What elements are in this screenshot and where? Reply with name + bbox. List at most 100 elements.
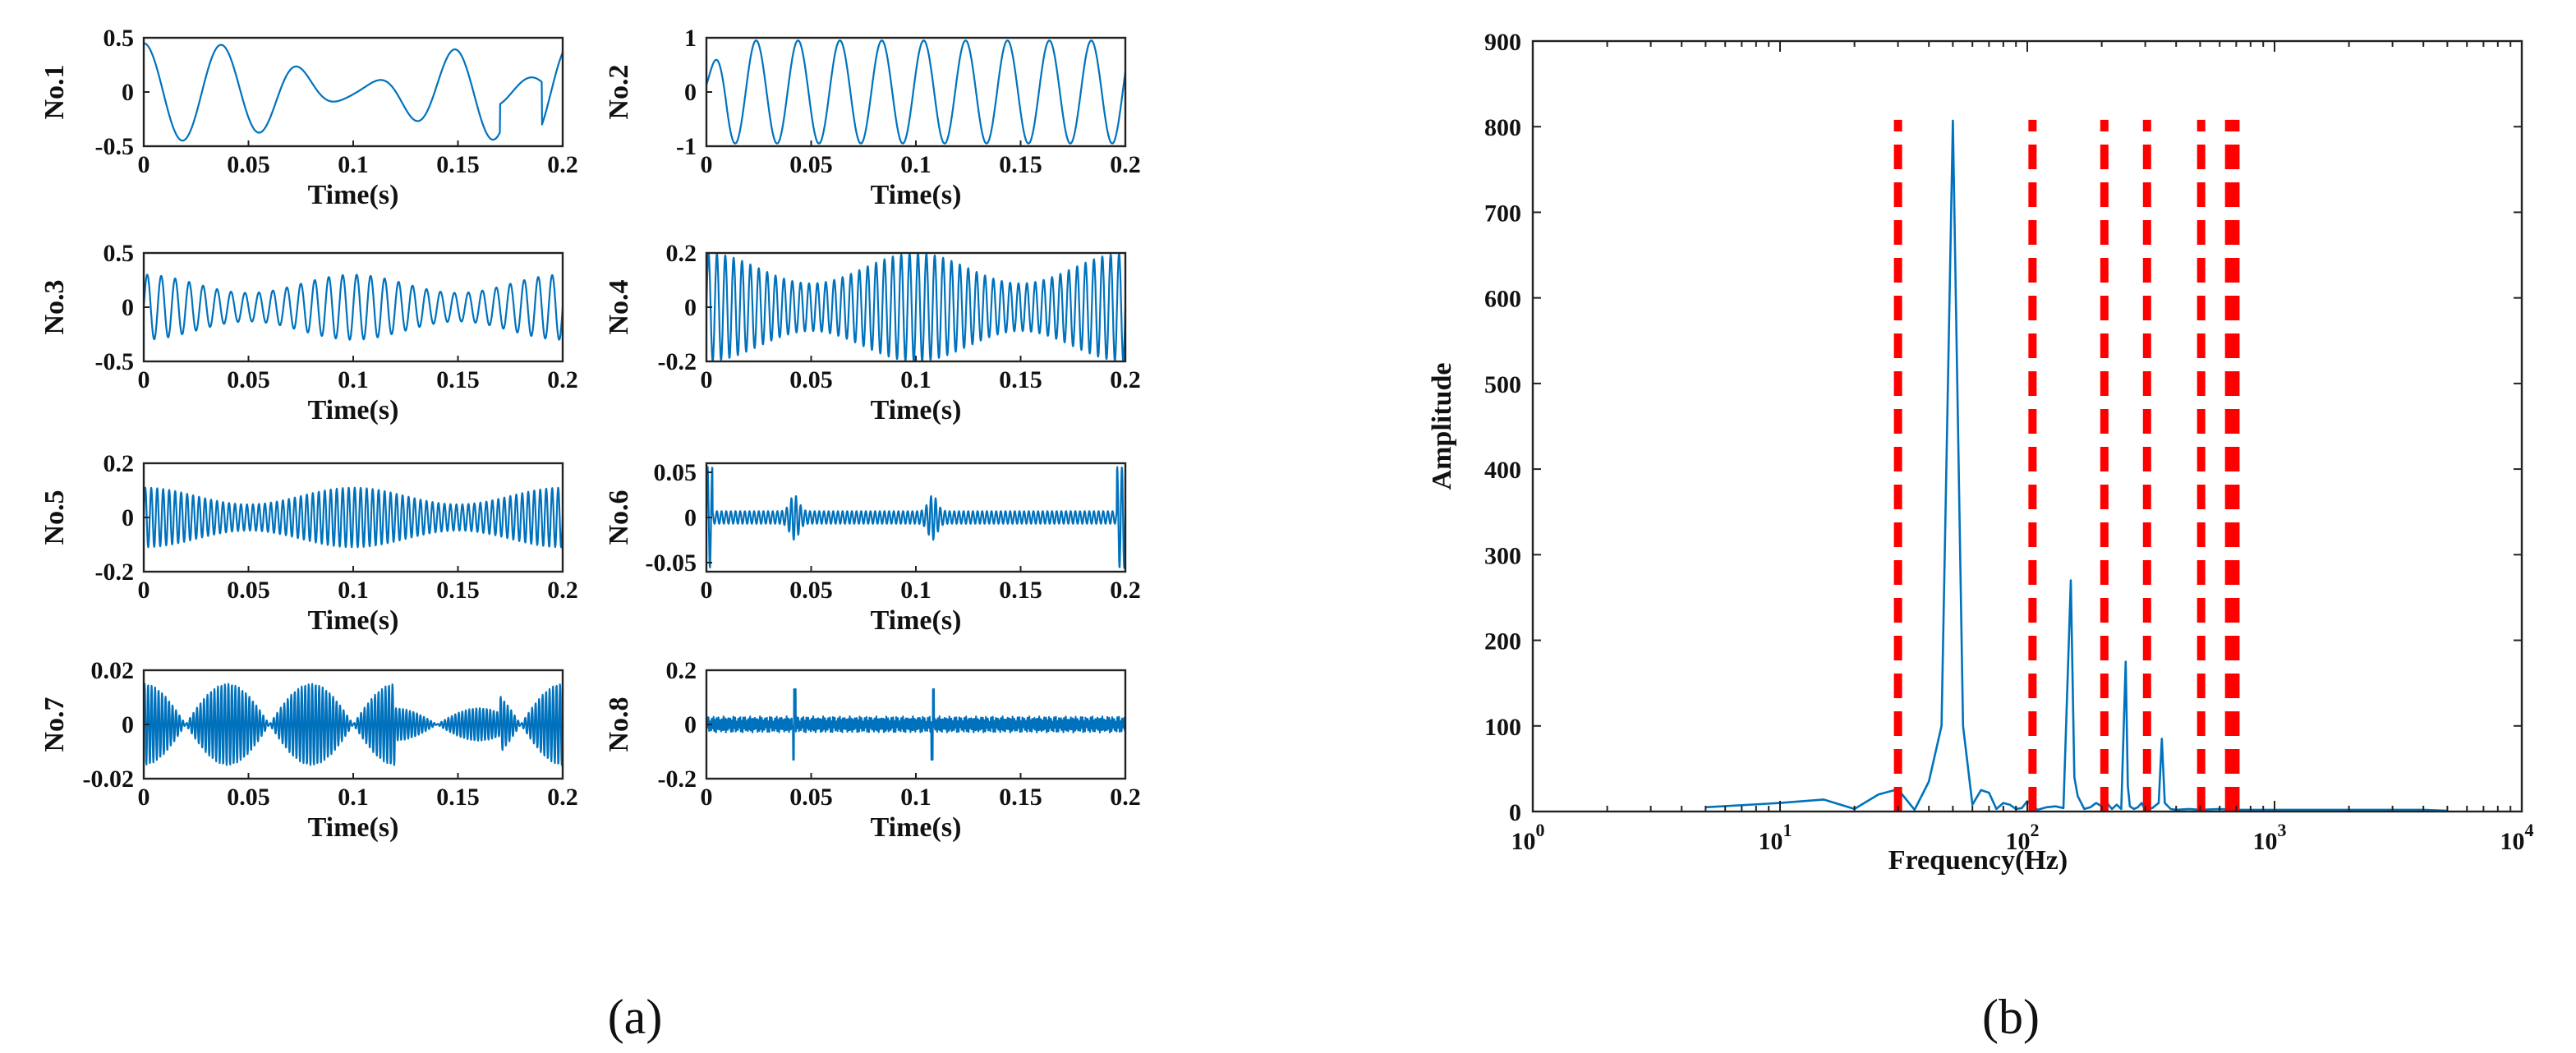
y-tick-label: 0 xyxy=(122,504,134,531)
x-tick-label: 0 xyxy=(138,151,150,178)
x-tick-label: 0.1 xyxy=(900,784,932,811)
panel-label-b: (b) xyxy=(1982,990,2040,1044)
y-axis-label: No.2 xyxy=(604,64,634,119)
x-tick-label: 0.05 xyxy=(227,151,270,178)
y-tick-label: 0.5 xyxy=(104,240,135,267)
x-tick-label: 0.15 xyxy=(999,577,1042,604)
x-tick-label: 0 xyxy=(701,784,713,811)
panel-label-a: (a) xyxy=(608,990,663,1044)
x-axis-label: Time(s) xyxy=(871,605,962,636)
x-tick-label: 0.2 xyxy=(1110,577,1141,604)
x-tick-label: 0.1 xyxy=(338,151,369,178)
x-tick-label: 0.05 xyxy=(789,577,833,604)
y-tick-label: 0.2 xyxy=(666,657,697,684)
y-tick-label: -0.05 xyxy=(646,549,697,577)
y-tick-label: 0.05 xyxy=(654,459,697,486)
y-tick-label: 500 xyxy=(1484,371,1521,398)
x-tick-label: 104 xyxy=(2500,820,2534,855)
x-axis-label: Time(s) xyxy=(308,812,399,843)
y-tick-label: 0 xyxy=(684,294,697,321)
signal-line-1 xyxy=(143,42,564,142)
y-axis-label: Amplitude xyxy=(1427,363,1457,490)
x-tick-label: 0 xyxy=(138,784,150,811)
x-tick-label: 0.15 xyxy=(436,577,480,604)
y-tick-label: 0 xyxy=(122,294,134,321)
y-tick-label: 0 xyxy=(684,711,697,738)
x-tick-label: 0.2 xyxy=(547,151,578,178)
y-tick-label: 0 xyxy=(684,504,697,531)
x-tick-label: 0.2 xyxy=(1110,784,1141,811)
x-tick-label: 0.2 xyxy=(1110,366,1141,393)
x-axis-label: Time(s) xyxy=(308,180,399,210)
x-tick-label: 0.15 xyxy=(436,151,480,178)
y-axis-label: No.7 xyxy=(39,697,70,752)
spectrum-line xyxy=(1705,119,2448,812)
signal-line-3 xyxy=(142,274,564,341)
y-tick-label: 800 xyxy=(1484,114,1521,141)
x-tick-label: 0.15 xyxy=(436,784,480,811)
x-tick-label: 0.1 xyxy=(338,784,369,811)
signal-line-8 xyxy=(705,688,1127,761)
x-tick-label: 0.2 xyxy=(547,784,578,811)
y-tick-label: -0.2 xyxy=(658,348,697,375)
x-tick-label: 0.05 xyxy=(227,366,270,393)
y-tick-label: -0.5 xyxy=(95,133,135,160)
y-tick-label: 900 xyxy=(1484,29,1521,56)
x-tick-label: 0.2 xyxy=(547,366,578,393)
x-tick-label: 0.05 xyxy=(789,366,833,393)
x-tick-label: 0 xyxy=(701,151,713,178)
x-tick-label: 0.1 xyxy=(338,577,369,604)
x-tick-label: 0.05 xyxy=(789,151,833,178)
y-tick-label: 0.02 xyxy=(91,657,135,684)
x-tick-label: 0 xyxy=(701,366,713,393)
y-axis-label: No.3 xyxy=(39,279,70,334)
x-tick-label: 0.15 xyxy=(436,366,480,393)
x-tick-label: 0.05 xyxy=(227,577,270,604)
y-tick-label: 300 xyxy=(1484,542,1521,569)
x-tick-label: 0.2 xyxy=(547,577,578,604)
x-axis-label: Time(s) xyxy=(871,812,962,843)
x-tick-label: 0 xyxy=(138,366,150,393)
y-tick-label: 600 xyxy=(1484,286,1521,313)
y-axis-label: No.6 xyxy=(604,490,634,545)
x-tick-label: 0.2 xyxy=(1110,151,1141,178)
y-tick-label: 200 xyxy=(1484,628,1521,655)
x-tick-label: 0.1 xyxy=(900,577,932,604)
x-tick-label: 101 xyxy=(1759,820,1792,855)
y-tick-label: -0.2 xyxy=(95,559,135,586)
y-tick-label: 0 xyxy=(684,79,697,106)
x-tick-label: 0.15 xyxy=(999,366,1042,393)
signal-line-2 xyxy=(705,39,1127,145)
y-tick-label: 0 xyxy=(1509,799,1521,826)
x-tick-label: 0.1 xyxy=(900,366,932,393)
y-tick-label: -0.02 xyxy=(83,766,135,793)
x-tick-label: 0.15 xyxy=(999,784,1042,811)
y-tick-label: 0.5 xyxy=(104,25,135,52)
y-tick-label: 400 xyxy=(1484,457,1521,484)
x-tick-label: 0.1 xyxy=(338,366,369,393)
x-tick-label: 0.15 xyxy=(999,151,1042,178)
signal-line-4 xyxy=(705,251,1127,363)
x-axis-label: Time(s) xyxy=(308,605,399,636)
signal-line-5 xyxy=(142,486,564,549)
signal-line-7 xyxy=(142,683,564,766)
y-tick-label: 700 xyxy=(1484,200,1521,227)
x-tick-label: 0.05 xyxy=(789,784,833,811)
y-tick-label: 0.2 xyxy=(104,450,135,477)
spectrum-axes-box xyxy=(1531,39,2523,813)
x-tick-label: 0.1 xyxy=(900,151,932,178)
y-tick-label: 100 xyxy=(1484,714,1521,741)
x-tick-label: 100 xyxy=(1511,820,1545,855)
axes-box-2 xyxy=(705,36,1127,148)
x-tick-label: 103 xyxy=(2253,820,2287,855)
y-axis-label: No.5 xyxy=(39,490,70,545)
y-tick-label: -0.5 xyxy=(95,348,135,375)
